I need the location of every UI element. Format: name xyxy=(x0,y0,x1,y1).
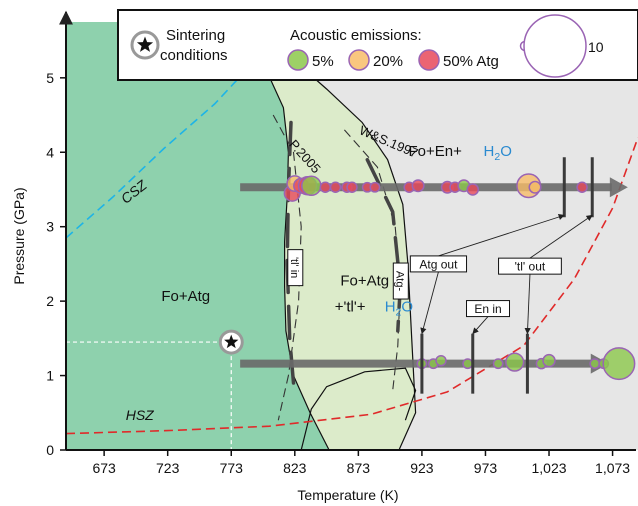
emission-point xyxy=(411,179,425,193)
emission-point xyxy=(505,352,525,372)
callout-leader xyxy=(438,213,565,257)
boundary-label-text: Atg- xyxy=(393,271,405,292)
emission-point xyxy=(435,354,447,367)
callout-text: 'tl' out xyxy=(515,260,546,274)
emission-point xyxy=(329,181,342,193)
legend-swatch xyxy=(348,49,370,71)
sintering-star-icon xyxy=(224,334,239,349)
legend-size-large xyxy=(523,14,587,78)
y-axis-title: Pressure (GPa) xyxy=(11,187,27,284)
y-tick-label: 5 xyxy=(46,70,54,86)
legend-title: Acoustic emissions: xyxy=(290,27,422,44)
geotherm-hsz xyxy=(66,137,638,435)
boundary-label-box: 'tl' in xyxy=(287,249,304,287)
legend-label: 50% Atg xyxy=(443,53,499,70)
callout-leader xyxy=(472,316,489,335)
x-tick-label: 1,073 xyxy=(595,460,630,476)
callout-box xyxy=(466,300,511,318)
emission-point xyxy=(602,347,636,381)
field-label-fo-atg: Fo+Atg xyxy=(161,288,210,305)
y-tick-label: 4 xyxy=(46,144,54,160)
callout-text: En in xyxy=(474,302,501,316)
legend-label: 5% xyxy=(312,53,334,70)
field-label-fo-en-h2o: H2O xyxy=(484,143,512,163)
boundary-label-text: 'tl' in xyxy=(288,257,300,278)
x-axis-title: Temperature (K) xyxy=(297,487,398,503)
boundary-label-frame xyxy=(287,249,304,287)
emission-point xyxy=(346,181,358,193)
legend-label: 20% xyxy=(373,53,403,70)
legend-swatch xyxy=(287,49,309,71)
path-arrow-head xyxy=(609,177,628,198)
emission-point xyxy=(466,183,480,196)
field-label-fo-atg-tl-2: +'tl'+ xyxy=(335,299,366,316)
legend-star-icon xyxy=(136,36,154,52)
emission-point xyxy=(589,358,601,370)
legend-swatch xyxy=(418,49,440,71)
emission-point xyxy=(462,358,474,370)
boundary-label-box: Atg- xyxy=(392,262,409,300)
emission-point xyxy=(542,353,556,368)
curve-p2005 xyxy=(233,22,330,450)
curve-tl-in-thick xyxy=(285,120,296,385)
curve-lower-boundary xyxy=(300,367,417,450)
emission-point xyxy=(301,175,322,197)
geotherm-label-hsz: HSZ xyxy=(126,407,154,423)
emission-point xyxy=(576,181,588,193)
x-tick-label: 823 xyxy=(283,460,307,476)
emission-point xyxy=(369,181,381,193)
legend-sintering-1: Sintering xyxy=(166,27,225,44)
emission-point xyxy=(319,181,332,193)
callout-box xyxy=(498,257,562,275)
x-tick-label: 673 xyxy=(92,460,116,476)
x-tick-label: 873 xyxy=(347,460,371,476)
x-tick-label: 923 xyxy=(410,460,434,476)
x-tick-label: 1,023 xyxy=(531,460,566,476)
callout-text: Atg out xyxy=(419,257,458,271)
y-tick-label: 3 xyxy=(46,219,54,235)
x-tick-label: 723 xyxy=(156,460,180,476)
x-tick-label: 973 xyxy=(474,460,498,476)
field-label-fo-en: Fo+En+ xyxy=(409,143,463,160)
emission-point xyxy=(528,180,542,194)
field-label-h2o: H2O xyxy=(385,299,413,319)
y-tick-label: 0 xyxy=(46,442,54,458)
callout-leader xyxy=(524,274,531,335)
y-tick-label: 1 xyxy=(46,368,54,384)
field-label-fo-atg-tl-1: Fo+Atg xyxy=(340,273,389,290)
boundary-label-frame xyxy=(392,262,409,300)
legend-sintering-2: conditions xyxy=(160,47,228,64)
y-tick-label: 2 xyxy=(46,293,54,309)
x-tick-label: 773 xyxy=(220,460,244,476)
emission-point xyxy=(492,358,504,370)
callout-leader xyxy=(420,271,439,335)
field-fo-atg xyxy=(66,22,330,450)
legend-size-label: 10 xyxy=(588,39,604,55)
callout-box xyxy=(409,255,468,273)
callout-leader xyxy=(529,214,593,259)
